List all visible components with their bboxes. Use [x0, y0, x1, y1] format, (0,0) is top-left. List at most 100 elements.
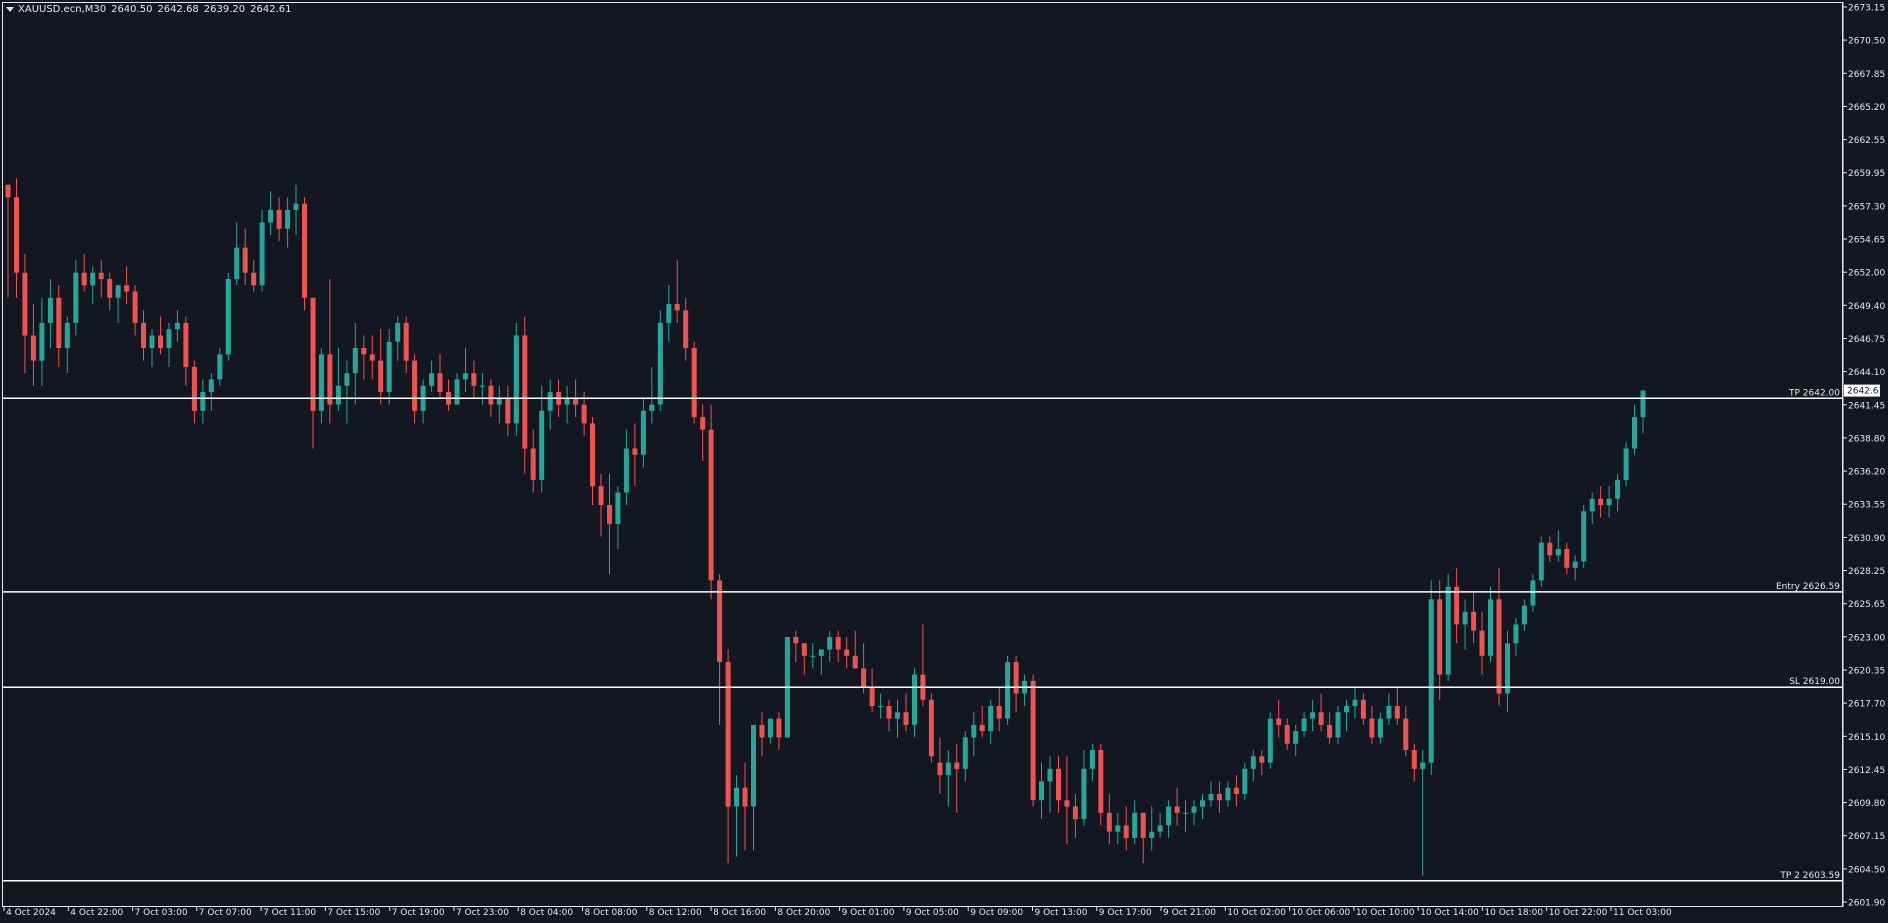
candle-body: [1445, 586, 1451, 675]
candle-body: [234, 247, 240, 279]
candle-body: [225, 279, 231, 355]
level-label: SL 2619.00: [1789, 677, 1840, 687]
x-tick-label: 7 Oct 11:00: [263, 908, 316, 918]
candle-body: [1411, 750, 1417, 769]
candle-body: [1276, 718, 1282, 725]
ohlc-high: 2642.68: [157, 4, 199, 15]
candle-body: [1140, 812, 1146, 838]
candle-body: [615, 492, 621, 524]
y-tick-label: 2665.20: [1848, 103, 1885, 113]
candle-body: [1640, 390, 1646, 418]
y-tick-label: 2617.70: [1848, 700, 1885, 710]
candle-body: [623, 448, 629, 493]
x-tick-label: 10 Oct 10:00: [1356, 908, 1415, 918]
candle-body: [1072, 806, 1078, 820]
candle-body: [200, 392, 206, 411]
dropdown-triangle-icon[interactable]: [6, 6, 14, 12]
candle-body: [869, 687, 875, 706]
candle-body: [1047, 768, 1053, 782]
candle-body: [1318, 712, 1324, 725]
candle-body: [268, 209, 274, 223]
candle-body: [691, 348, 697, 418]
candle-body: [5, 184, 11, 198]
candle-body: [1462, 611, 1468, 625]
candle-body: [361, 348, 367, 355]
candle-body: [818, 649, 824, 656]
candle-body: [844, 649, 850, 656]
candle-body: [827, 637, 833, 650]
y-tick-label: 2649.40: [1848, 302, 1885, 312]
candle-body: [1216, 794, 1222, 801]
y-tick-label: 2609.80: [1848, 799, 1885, 809]
candle-body: [90, 272, 96, 286]
chart-header: XAUUSD.ecn,M30 2640.50 2642.68 2639.20 2642.…: [6, 4, 297, 15]
candle-body: [962, 737, 968, 769]
candle-body: [1572, 561, 1578, 568]
candle-body: [1403, 718, 1409, 750]
candle-body: [996, 706, 1002, 719]
candle-body: [47, 297, 53, 323]
y-tick-label: 2601.90: [1848, 899, 1885, 909]
y-tick-label: 2638.80: [1848, 434, 1885, 444]
candle-body: [1530, 580, 1536, 606]
candle-body: [937, 762, 943, 776]
candle-body: [174, 322, 180, 330]
y-tick-label: 2641.45: [1848, 401, 1885, 411]
candle-body: [666, 304, 672, 323]
candle-body: [1081, 768, 1087, 819]
candle-body: [767, 718, 773, 738]
candle-body: [318, 354, 324, 411]
candle-body: [64, 322, 70, 348]
x-tick-label: 10 Oct 18:00: [1484, 908, 1543, 918]
candle-body: [835, 637, 841, 650]
candle-body: [1250, 756, 1256, 769]
candle-body: [1259, 756, 1265, 763]
candle-body: [1166, 806, 1172, 826]
candle-body: [1005, 662, 1011, 719]
candle-body: [1157, 825, 1163, 832]
candle-body: [1538, 542, 1544, 581]
candle-body: [412, 360, 418, 411]
candle-body: [759, 724, 765, 738]
y-tick-label: 2657.30: [1848, 202, 1885, 212]
candle-body: [14, 197, 19, 273]
y-tick-label: 2646.75: [1848, 335, 1885, 345]
candle-body: [463, 373, 468, 380]
candle-body: [302, 203, 307, 298]
candle-body: [912, 674, 917, 725]
candle-body: [1454, 586, 1460, 625]
candle-body: [1394, 706, 1400, 719]
candle-body: [471, 373, 477, 386]
candle-body: [1521, 605, 1527, 625]
candle-body: [1505, 643, 1510, 694]
candle-body: [1513, 624, 1519, 644]
candle-body: [479, 385, 485, 387]
candle-body: [988, 706, 994, 732]
candle-body: [1225, 787, 1231, 801]
candle-body: [73, 272, 79, 323]
candle-body: [437, 373, 443, 392]
candle-body: [861, 668, 867, 688]
candle-body: [742, 787, 748, 807]
candle-body: [141, 322, 146, 348]
x-tick-label: 7 Oct 07:00: [199, 908, 252, 918]
y-tick-label: 2623.00: [1848, 633, 1885, 643]
candle-body: [1327, 724, 1333, 738]
candle-body: [98, 272, 104, 279]
y-tick-label: 2633.55: [1848, 501, 1885, 511]
level-label: TP 2642.00: [1788, 388, 1840, 398]
candle-body: [1589, 498, 1595, 512]
time-axis: 4 Oct 2024 4 Oct 22:00 7 Oct 03:00 7 Oct 07…: [3, 907, 1672, 918]
candle-body: [878, 706, 884, 707]
candle-body: [1174, 806, 1180, 813]
candle-body: [793, 637, 799, 644]
candle-body: [954, 762, 960, 769]
candle-body: [1233, 787, 1239, 794]
candle-body: [1420, 762, 1426, 769]
x-tick-label: 8 Oct 04:00: [520, 908, 573, 918]
x-tick-label: 10 Oct 22:00: [1549, 908, 1608, 918]
candle-body: [276, 209, 282, 229]
candle-body: [369, 354, 375, 361]
candle-body: [810, 655, 816, 657]
